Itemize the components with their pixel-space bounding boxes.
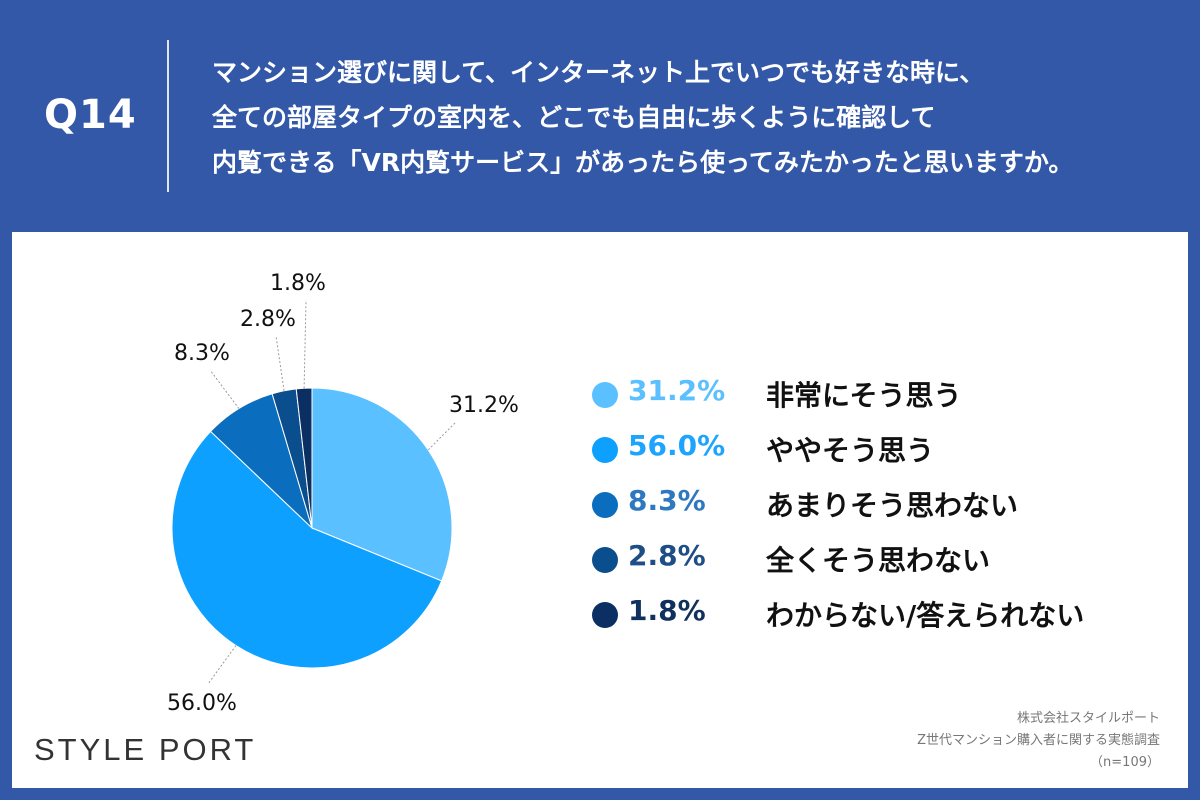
legend-swatch [592, 437, 618, 463]
question-number: Q14 [44, 92, 137, 138]
pie-slice [311, 387, 453, 582]
style-port-logo: STYLE PORT [34, 732, 257, 767]
source-line: （n=109） [1090, 755, 1160, 770]
legend-percent: 56.0% [628, 429, 726, 462]
legend-swatch [592, 382, 618, 408]
legend-percent: 8.3% [628, 484, 706, 517]
legend-label: わからない/答えられない [766, 599, 1085, 632]
legend-percent: 1.8% [628, 594, 706, 627]
legend-percent: 2.8% [628, 539, 706, 572]
chart-panel: 31.2% 56.0% 8.3% 2.8% 1.8% 31.2% 非常にそう思う 56.… [12, 232, 1188, 788]
legend-label: ややそう思う [766, 434, 935, 467]
source-note: 株式会社スタイルポート Z世代マンション購入者に関する実態調査 （n=109） [917, 708, 1160, 774]
pie-slice [295, 387, 313, 529]
legend-percent: 31.2% [628, 374, 726, 407]
header-divider [167, 40, 169, 192]
leader-line [427, 421, 457, 451]
leader-line [207, 645, 237, 685]
legend-swatch [592, 547, 618, 573]
data-label: 8.3% [174, 341, 230, 366]
data-label: 1.8% [270, 271, 326, 296]
data-label: 31.2% [449, 393, 519, 418]
legend-label: 非常にそう思う [766, 379, 962, 412]
question-line: マンション選びに関して、インターネット上でいつでも好きな時に、 [212, 58, 985, 87]
source-line: 株式会社スタイルポート [1016, 711, 1160, 726]
data-label: 56.0% [167, 691, 237, 716]
legend-label: あまりそう思わない [766, 489, 1019, 522]
pie-chart: 31.2% 56.0% 8.3% 2.8% 1.8% [167, 271, 519, 716]
question-header: Q14 マンション選びに関して、インターネット上でいつでも好きな時に、 全ての部… [0, 0, 1200, 232]
leader-line [303, 299, 307, 389]
legend-swatch [592, 492, 618, 518]
question-line: 全ての部屋タイプの室内を、どこでも自由に歩くように確認して [212, 103, 936, 132]
question-text: マンション選びに関して、インターネット上でいつでも好きな時に、 全ての部屋タイプ… [212, 50, 1172, 185]
data-label: 2.8% [240, 307, 296, 332]
legend-swatch [592, 602, 618, 628]
leader-line [275, 335, 285, 391]
question-line: 内覧できる「VR内覧サービス」があったら使ってみたかったと思いますか。 [212, 148, 1074, 177]
legend-label: 全くそう思わない [766, 544, 991, 577]
source-line: Z世代マンション購入者に関する実態調査 [917, 733, 1160, 748]
leader-line [209, 369, 240, 409]
